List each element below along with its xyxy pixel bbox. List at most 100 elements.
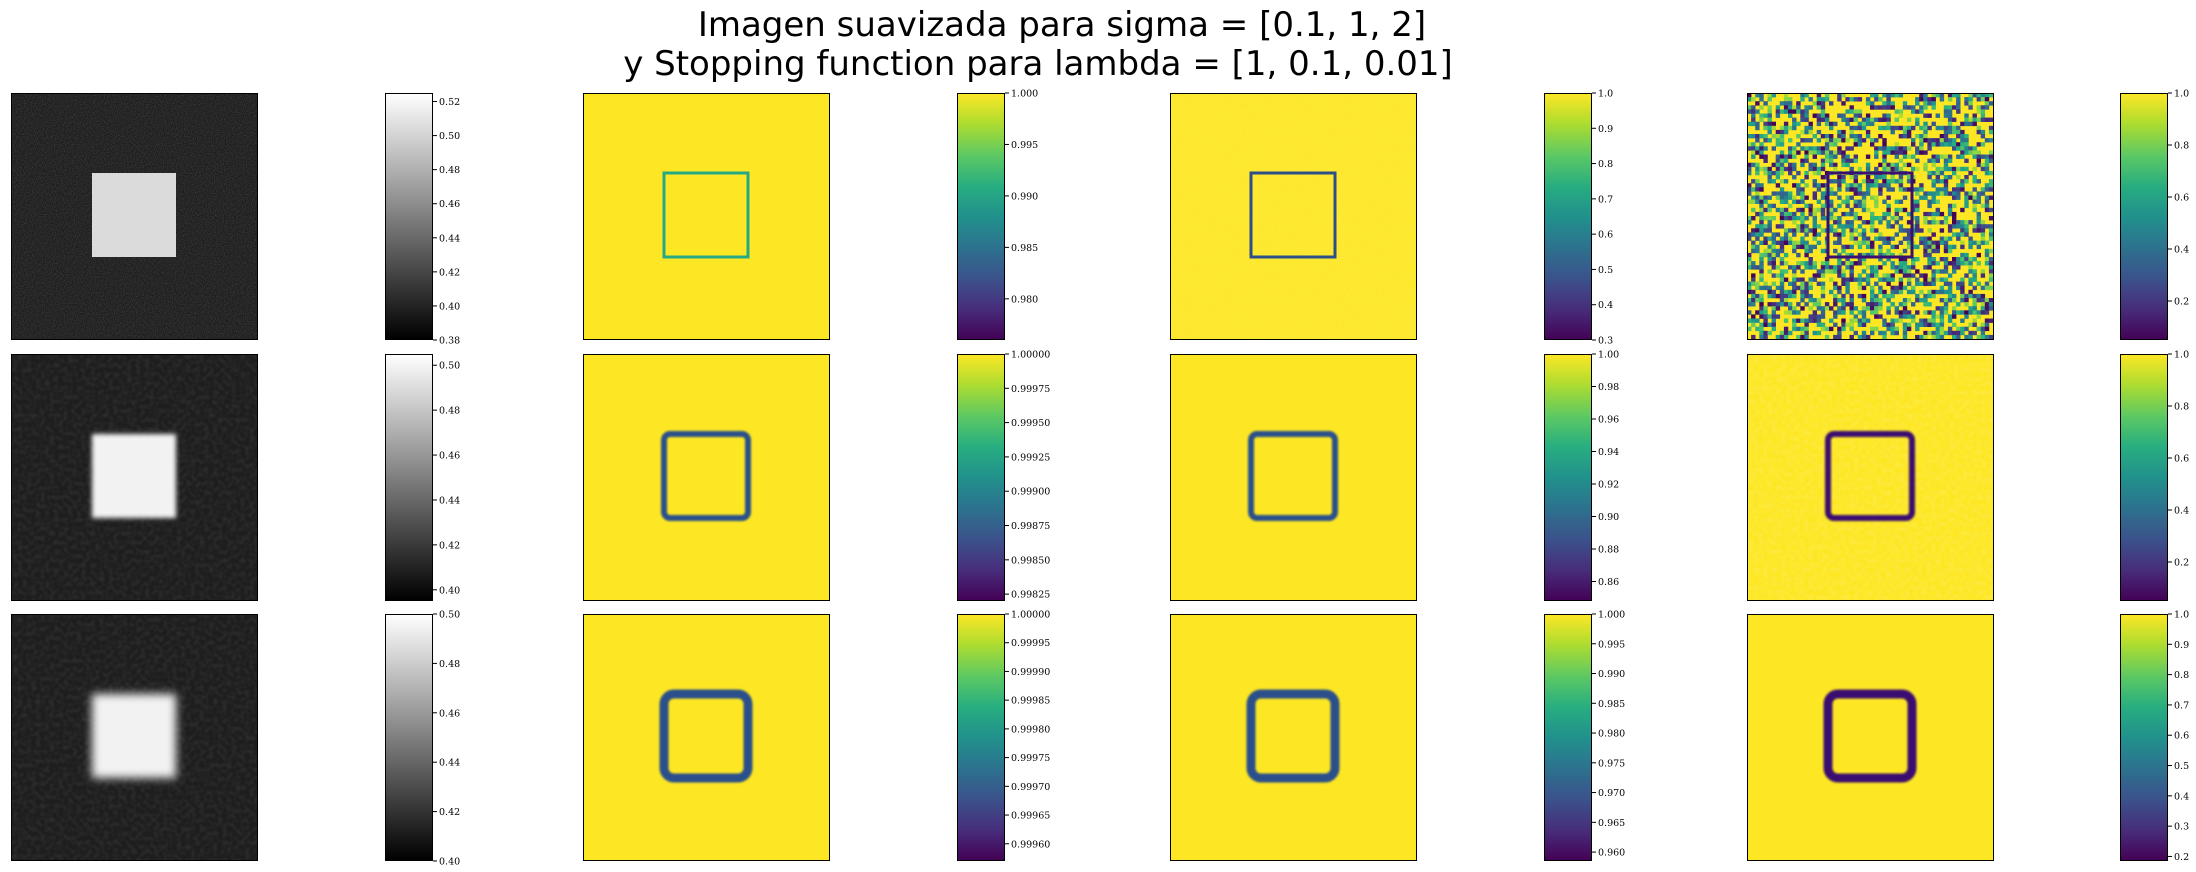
speckle [1763,199,1768,204]
speckle [1804,183,1809,188]
speckle [1865,334,1871,340]
speckle [1861,252,1867,258]
stopping-background [1170,354,1417,601]
speckle [1939,228,1945,233]
speckle [1902,273,1908,278]
colorbar-tick-label: 0.99975 [1011,384,1050,395]
colorbar-tick-label: 0.4 [2174,791,2189,802]
speckle [1943,302,1949,307]
speckle [1804,244,1809,250]
speckle [1870,248,1875,254]
speckle [1952,138,1957,143]
speckle [1775,162,1781,168]
colorbar-tick-label: 0.6 [2174,193,2189,204]
speckle [1829,199,1834,204]
speckle [1779,125,1785,131]
speckle [1952,166,1957,172]
speckle [1853,199,1858,204]
speckle [1849,322,1854,327]
image-frame [1170,614,1417,861]
speckle [1890,326,1895,332]
speckle [1853,179,1858,184]
speckle [1870,240,1875,245]
stopping-background [1747,614,1994,861]
speckle [1833,269,1838,274]
speckle [1980,302,1986,307]
speckle [1751,162,1756,168]
speckle [1947,138,1953,143]
speckle [1788,289,1793,295]
speckle [1808,285,1813,291]
speckle [1865,129,1871,135]
speckle [1808,125,1813,131]
speckle [1759,142,1764,147]
speckle [1964,179,1969,184]
speckle [1755,298,1760,303]
speckle [1952,224,1957,229]
speckle [1833,138,1838,143]
speckle [1947,113,1953,118]
speckle [1751,298,1756,303]
speckle [1874,326,1879,332]
speckle [1820,216,1826,221]
speckle [1988,277,1994,282]
speckle [1878,330,1883,336]
speckle [1915,257,1920,262]
speckle [1861,195,1867,200]
speckle [1964,166,1969,172]
speckle [1833,293,1838,299]
speckle [1849,244,1854,250]
speckle [1796,187,1801,192]
speckle [1988,302,1994,307]
speckle [1812,302,1817,307]
speckle [1906,244,1912,250]
speckle [1870,228,1875,233]
speckle [1820,183,1826,188]
speckle [1849,298,1854,303]
image-frame [1747,614,1994,861]
speckle [1849,117,1854,122]
speckle [1870,273,1875,278]
speckle [1816,97,1822,102]
speckle [1747,265,1752,270]
speckle [1841,224,1846,229]
speckle [1935,240,1940,245]
speckle [1857,183,1863,188]
speckle [1775,285,1781,291]
speckle [1779,162,1785,168]
speckle [1984,318,1990,323]
speckle [1763,285,1768,291]
speckle [1763,146,1768,151]
speckle [1968,306,1973,311]
speckle [1747,236,1752,241]
speckle [1788,170,1793,176]
speckle [1792,121,1797,127]
speckle [1783,121,1789,127]
speckle [1788,211,1793,217]
speckle [1964,97,1969,102]
speckle [1980,232,1986,237]
colorbar-tick-label: 0.40 [439,857,460,868]
speckle [1796,228,1801,233]
speckle [1935,125,1940,131]
speckle [1833,220,1838,225]
speckle [1820,273,1826,278]
speckle [1759,207,1764,213]
speckle [1849,293,1854,299]
speckle [1943,129,1949,135]
speckle [1775,306,1781,311]
speckle [1779,142,1785,147]
speckle [1861,261,1867,266]
speckle [1902,261,1908,266]
speckle [1837,232,1842,237]
speckle [1886,121,1891,127]
colorbar-tick-label: 0.2 [2174,852,2189,863]
panel-r1-c4: 0.20.40.60.81.0 [1747,89,2189,340]
colorbar-tick-label: 0.9 [2174,640,2189,651]
square-edge [1825,431,1915,521]
speckle [1783,125,1789,131]
speckle [1935,244,1940,250]
speckle [1902,146,1908,151]
colorbar-tick-label: 1.00000 [1011,610,1050,621]
speckle [1898,269,1904,274]
